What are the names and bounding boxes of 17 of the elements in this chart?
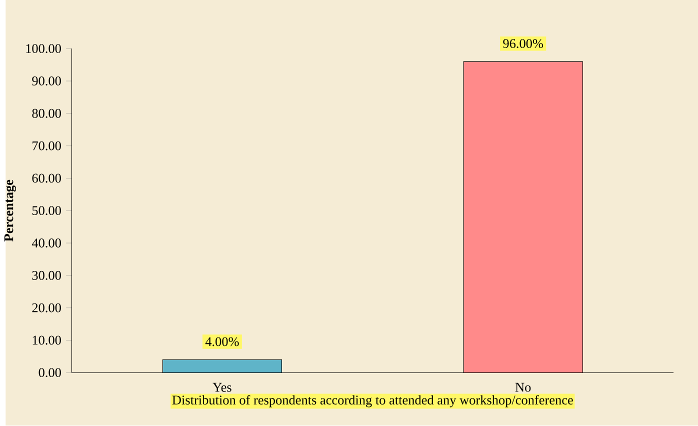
- data-label: 4.00%: [205, 337, 239, 346]
- y-tick-label: 60.00: [32, 174, 61, 183]
- y-tick-label: 20.00: [32, 304, 61, 313]
- x-tick-label: No: [515, 383, 531, 392]
- x-tick-label: Yes: [212, 383, 232, 392]
- y-tick-label: 100.00: [26, 44, 61, 54]
- data-label: 96.00%: [503, 39, 544, 48]
- x-axis-title: Distribution of respondents according to attended any workshop/conference: [172, 395, 573, 408]
- y-tick-label: 0.00: [38, 368, 61, 378]
- y-tick-label: 40.00: [32, 238, 61, 248]
- y-tick-label: 30.00: [32, 271, 61, 280]
- y-tick-label: 80.00: [32, 109, 61, 118]
- y-tick-label: 10.00: [32, 336, 61, 345]
- y-tick-label: 50.00: [32, 206, 61, 216]
- y-axis-title: Percentage: [4, 180, 16, 242]
- y-tick-label: 90.00: [32, 76, 61, 86]
- y-tick-label: 70.00: [32, 142, 61, 151]
